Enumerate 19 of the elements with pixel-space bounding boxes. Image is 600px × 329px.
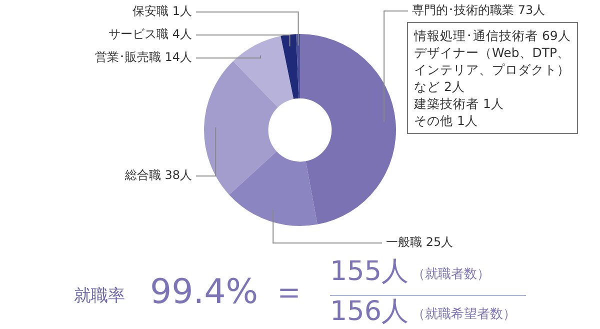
slice-label: 保安職 1人 [132,4,192,18]
slice-label: サービス職 4人 [108,27,192,42]
slice-label: 総合職 38人 [124,168,192,182]
text: 155人 [330,256,409,287]
text: 99.4% [150,272,258,312]
slice-label: 一般職 25人 [386,235,454,250]
slice-label: 専門的･技術的職業 73人 [412,3,546,18]
text: インテリア、プロダクト） [414,61,571,78]
text: 情報処理･通信技術者 69人 [414,27,571,44]
text: 156人 [330,296,409,327]
text: 建築技術者 1人 [414,95,505,112]
text: 就職率 [74,286,125,306]
text: その他 1人 [414,112,479,129]
text: デザイナー（Web、DTP、 [414,44,571,61]
slice-label: 営業･販売職 14人 [94,50,192,64]
text: ＝ [272,272,306,312]
text: （就職希望者数） [412,307,516,322]
text: （就職者数） [412,267,490,282]
text: など 2人 [414,78,466,95]
